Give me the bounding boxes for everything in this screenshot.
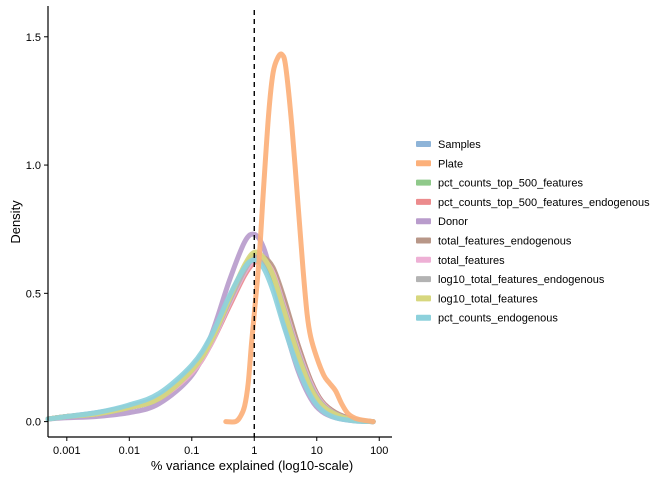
legend-label: pct_counts_top_500_features_endogenous [438,197,650,209]
series-line-donor [45,231,376,425]
x-tick-label: 10 [311,445,323,457]
legend-label: pct_counts_top_500_features [438,178,583,190]
x-tick-label: 0.1 [184,445,199,457]
legend-key [416,314,431,321]
legend-label: log10_total_features_endogenous [438,274,605,286]
legend: Samples Plate pct_counts_top_500_featuresp… [416,139,650,325]
x-axis-title: % variance explained (log10-scale) [151,458,353,473]
legend-label: Donor [438,216,468,228]
y-axis-title: Density [8,200,23,244]
series-line-pct-counts-endogenous [45,257,376,425]
x-tick-label: 0.001 [53,445,81,457]
y-axis-ticks: 0.0 0.5 1.0 1.5 [26,32,48,429]
legend-key [416,198,431,205]
x-tick-label: 100 [370,445,388,457]
legend-label: pct_counts_endogenous [438,313,558,325]
legend-label: total_features [438,255,505,267]
series-layer [45,51,376,425]
legend-key [416,237,431,244]
legend-key [416,218,431,225]
x-axis-ticks: 0.001 0.01 0.1 1 10 100 [53,437,388,457]
x-tick-label: 0.01 [119,445,140,457]
x-tick-label: 1 [251,445,257,457]
y-tick-label: 1.0 [26,160,41,172]
legend-key [416,295,431,302]
legend-label: Samples [438,139,481,151]
y-tick-label: 0.5 [26,288,41,300]
legend-key [416,276,431,283]
y-tick-label: 0.0 [26,417,41,429]
legend-label: total_features_endogenous [438,236,572,248]
legend-key [416,160,431,167]
legend-label: log10_total_features [438,293,538,305]
y-tick-label: 1.5 [26,32,41,44]
series-line-plate [223,51,376,425]
legend-label: Plate [438,158,463,170]
legend-key [416,256,431,263]
legend-key [416,141,431,147]
legend-key [416,179,431,186]
